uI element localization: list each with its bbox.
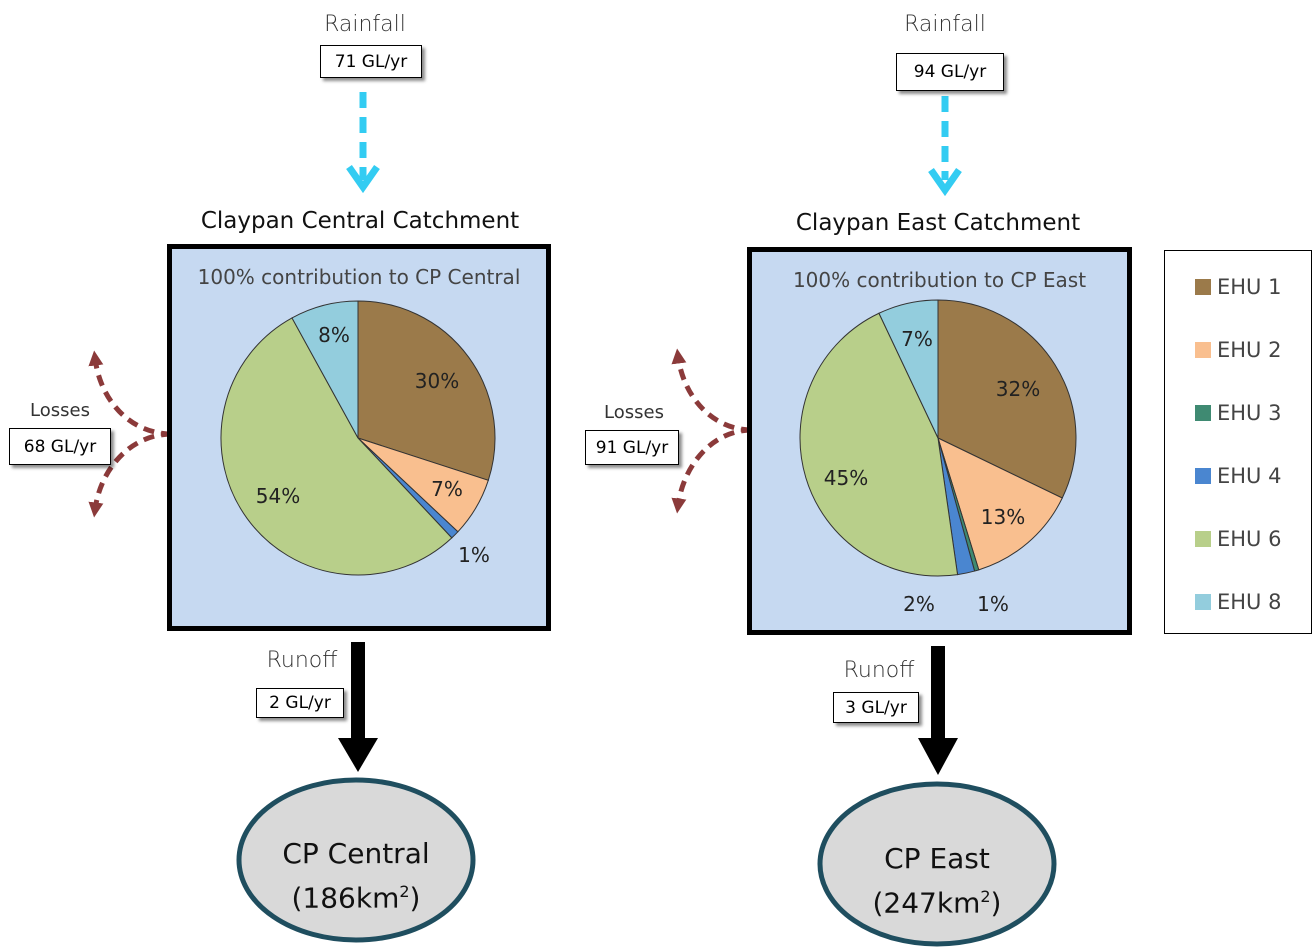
rainfall-arrow-east (928, 96, 962, 197)
losses-label-east: Losses (604, 402, 664, 423)
pie-central-slice-ehu6 (220, 317, 453, 576)
legend-item-ehu8: EHU 8 (1195, 590, 1281, 614)
pie-central-label-ehu2: 7% (431, 477, 463, 501)
legend-label-ehu3: EHU 3 (1217, 401, 1282, 425)
legend-label-ehu8: EHU 8 (1217, 590, 1282, 614)
contribution-text-east: 100% contribution to CP East (792, 268, 1087, 292)
pie-east-label-ehu8: 7% (901, 327, 933, 351)
loss-arrows-east (671, 348, 753, 514)
pie-central-slice-ehu1 (357, 300, 496, 481)
legend-swatch-ehu4 (1195, 468, 1211, 484)
legend-item-ehu3: EHU 3 (1195, 401, 1281, 425)
destination-ellipse-east (817, 781, 1057, 947)
destination-name-central: CP Central (282, 837, 430, 870)
pie-east-label-ehu3: 1% (977, 592, 1009, 616)
legend-item-ehu2: EHU 2 (1195, 338, 1281, 362)
contribution-text-central: 100% contribution to CP Central (197, 265, 521, 289)
catchment-title-central: Claypan Central Catchment (200, 208, 520, 234)
legend-swatch-ehu3 (1195, 405, 1211, 421)
rainfall-label-central: Rainfall (324, 12, 406, 37)
pie-east-label-ehu4: 2% (903, 592, 935, 616)
legend-swatch-ehu8 (1195, 594, 1211, 610)
rainfall-value-east: 94 GL/yr (896, 53, 1004, 91)
destination-ellipse-central (236, 777, 476, 943)
pie-east-slice-ehu1 (937, 299, 1077, 499)
pie-central-label-ehu4: 1% (458, 543, 490, 567)
losses-label-central: Losses (30, 400, 90, 421)
rainfall-arrow-central (346, 92, 380, 194)
pie-east-slice-ehu6 (799, 312, 959, 577)
runoff-arrow-east (918, 646, 958, 775)
pie-central-label-ehu8: 8% (318, 323, 350, 347)
runoff-label-east: Runoff (843, 658, 915, 683)
destination-area-east: (247km2) (872, 886, 1002, 920)
loss-arrows-central (88, 350, 173, 518)
destination-text-central: CP Central (186km2) (240, 835, 472, 917)
pie-east-label-ehu1: 32% (996, 377, 1040, 401)
pie-central-slice-ehu8 (291, 300, 359, 439)
runoff-value-east: 3 GL/yr (833, 692, 919, 723)
pie-east-label-ehu6: 45% (824, 466, 868, 490)
rainfall-label-east: Rainfall (904, 12, 986, 37)
legend-item-ehu1: EHU 1 (1195, 275, 1281, 299)
legend-label-ehu2: EHU 2 (1217, 338, 1282, 362)
destination-text-east: CP East (247km2) (820, 840, 1054, 922)
legend-label-ehu6: EHU 6 (1217, 527, 1282, 551)
runoff-value-central: 2 GL/yr (256, 688, 344, 718)
pie-central-label-ehu6: 54% (256, 484, 300, 508)
pie-east-label-ehu2: 13% (981, 505, 1025, 529)
pie-east-slice-ehu8 (878, 299, 939, 439)
rainfall-value-central: 71 GL/yr (320, 45, 422, 78)
legend-swatch-ehu2 (1195, 342, 1211, 358)
legend-swatch-ehu1 (1195, 279, 1211, 295)
losses-value-central: 68 GL/yr (9, 428, 111, 465)
destination-area-central: (186km2) (291, 881, 421, 915)
destination-name-east: CP East (884, 842, 990, 875)
losses-value-east: 91 GL/yr (585, 430, 679, 465)
catchment-title-east: Claypan East Catchment (795, 210, 1081, 236)
legend-swatch-ehu6 (1195, 531, 1211, 547)
runoff-label-central: Runoff (266, 648, 338, 673)
runoff-arrow-central (338, 642, 378, 772)
legend: EHU 1 EHU 2 EHU 3 EHU 4 EHU 6 EHU 8 (1164, 250, 1312, 634)
legend-item-ehu4: EHU 4 (1195, 464, 1281, 488)
legend-label-ehu4: EHU 4 (1217, 464, 1282, 488)
legend-item-ehu6: EHU 6 (1195, 527, 1281, 551)
legend-label-ehu1: EHU 1 (1217, 275, 1282, 299)
pie-central-label-ehu1: 30% (415, 369, 459, 393)
